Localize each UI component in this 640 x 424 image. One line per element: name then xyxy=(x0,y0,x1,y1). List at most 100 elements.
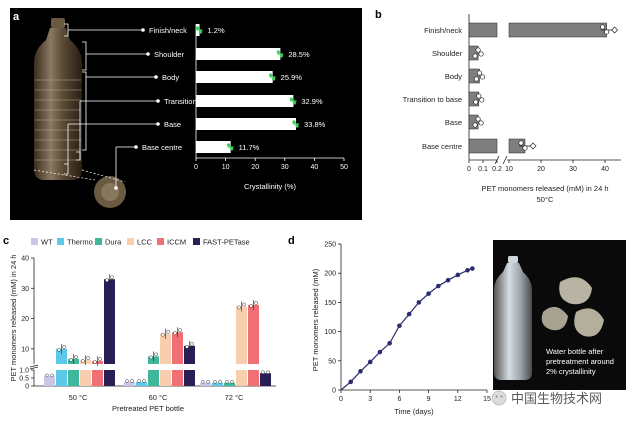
panel-c-point xyxy=(142,379,146,383)
panel-c-category-label: 50 °C xyxy=(69,393,88,402)
panel-c-point xyxy=(50,373,54,378)
panel-d-point xyxy=(377,349,383,355)
panel-c-legend-label: FAST-PETase xyxy=(203,238,250,247)
photo-caption-line3: 2% crystallinity xyxy=(546,367,596,376)
panel-c-legend-swatch xyxy=(31,238,38,245)
panel-b-bar xyxy=(508,22,607,38)
panel-b-xlabel-line2: 50°C xyxy=(537,195,554,204)
panel-c-point xyxy=(206,380,210,384)
panel-c-y-tick-label: 30 xyxy=(21,286,29,293)
panel-a-point xyxy=(269,73,273,77)
panel-c-point xyxy=(201,380,205,384)
panel-a-x-tick-label: 0 xyxy=(194,164,198,171)
panel-c-bar xyxy=(224,382,235,386)
panel-c-point xyxy=(190,341,194,346)
panel-a-bar xyxy=(196,141,231,153)
panel-c-y-tick-label: 10 xyxy=(21,346,29,353)
panel-c-point xyxy=(173,331,177,336)
panel-b-point xyxy=(600,24,606,30)
panel-a-category-label: Base centre xyxy=(142,143,182,152)
panel-c-legend-label: ICCM xyxy=(167,238,186,247)
panel-c-bar xyxy=(160,333,171,364)
panel-a-x-tick-label: 50 xyxy=(340,164,348,171)
panel-c-point xyxy=(81,359,85,363)
panel-a-bar xyxy=(196,118,297,130)
panel-b-point xyxy=(478,51,484,57)
panel-d-point xyxy=(426,291,431,296)
panel-b-category-label: Base xyxy=(445,118,462,127)
panel-c-point xyxy=(230,380,234,384)
panel-b-label: b xyxy=(375,9,382,21)
panel-a-label: a xyxy=(13,11,20,23)
panel-a-point xyxy=(289,97,293,101)
panel-d-x-tick-label: 15 xyxy=(483,396,491,403)
panel-c-ylabel: PET monomers released (mM) in 24 h xyxy=(9,255,18,382)
panel-c-point xyxy=(185,344,189,349)
panel-d-point xyxy=(348,379,354,385)
panel-d-point xyxy=(387,340,392,346)
panel-a-point xyxy=(276,50,280,54)
panel-a-point xyxy=(272,77,276,81)
panel-b-point xyxy=(472,122,478,128)
panel-c-axis-break xyxy=(29,366,39,370)
panel-c-point xyxy=(149,355,153,360)
watermark: 中国生物技术网 xyxy=(491,390,602,406)
panel-c-bar xyxy=(148,370,159,386)
panel-a-point xyxy=(295,124,299,128)
panel-d-point xyxy=(470,266,475,271)
panel-d: d 0 50 100 150 200 250 0 3 6 9 12 15 Time (days) PE… xyxy=(288,235,626,416)
panel-c-point xyxy=(69,358,73,362)
panel-b-point xyxy=(529,142,537,150)
panel-a-value-label: 1.2% xyxy=(208,26,225,35)
panel-c-legend-label: Dura xyxy=(105,238,122,247)
panel-c-bar xyxy=(236,370,247,386)
panel-d-y-tick-label: 250 xyxy=(324,242,336,249)
panel-c-legend-swatch xyxy=(193,238,200,245)
panel-b: b Finish/neck Shoulder Body Transition to b… xyxy=(375,9,621,204)
panel-d-point xyxy=(445,277,451,283)
panel-c-bar xyxy=(184,370,195,386)
panel-a-category-label: Base xyxy=(164,120,181,129)
panel-c-label: c xyxy=(3,235,9,247)
panel-c-legend: WT Thermo Dura LCC ICCM FAST-PETase xyxy=(31,238,250,247)
panel-c-bar xyxy=(80,370,91,386)
panel-c-bar xyxy=(248,370,259,386)
panel-b-category-label: Base centre xyxy=(422,142,462,151)
panel-c-y-tick-label: 0.5 xyxy=(19,376,29,383)
panel-b-category-label: Body xyxy=(445,72,462,81)
panel-b-point xyxy=(473,76,480,82)
panel-b-bar xyxy=(468,114,479,130)
panel-c-bar xyxy=(236,306,247,364)
panel-c-bar xyxy=(124,382,135,386)
panel-d-y-tick-label: 200 xyxy=(324,271,336,278)
panel-d-y-tick-label: 150 xyxy=(324,300,336,307)
panel-b-axis-break xyxy=(502,155,508,165)
panel-c-point xyxy=(249,304,253,308)
panel-c-bar xyxy=(56,348,67,364)
panel-d-line-plot: 0 50 100 150 200 250 0 3 6 9 12 15 xyxy=(324,242,491,404)
panel-a-point xyxy=(198,30,203,34)
panel-c-legend-swatch xyxy=(95,238,102,245)
panel-c-bar xyxy=(104,279,115,364)
panel-d-point xyxy=(436,283,441,289)
panel-a-value-label: 25.9% xyxy=(281,73,303,82)
panel-b-x-tick-label: 0 xyxy=(467,166,471,173)
panel-b-bar xyxy=(468,68,480,84)
panel-c-point xyxy=(74,355,78,359)
panel-c-point xyxy=(45,373,49,378)
panel-b-x-tick-label: 20 xyxy=(537,166,545,173)
panel-d-point xyxy=(367,359,373,365)
panel-a-bar xyxy=(196,48,281,60)
panel-b-point xyxy=(472,53,478,59)
panel-c-point xyxy=(237,305,241,310)
panel-c-point xyxy=(57,348,61,352)
panel-d-x-tick-label: 9 xyxy=(427,396,431,403)
watermark-text: 中国生物技术网 xyxy=(511,391,602,406)
panel-d-point xyxy=(406,311,412,317)
panel-b-category-label: Finish/neck xyxy=(424,26,462,35)
panel-b-point xyxy=(522,145,528,151)
panel-c-point xyxy=(93,360,97,364)
callout-dots xyxy=(134,28,160,149)
panel-b-x-tick-label: 0.2 xyxy=(492,166,502,173)
